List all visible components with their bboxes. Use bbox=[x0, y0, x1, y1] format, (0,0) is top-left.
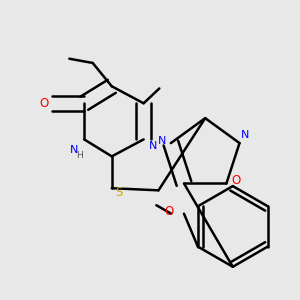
Text: O: O bbox=[39, 97, 49, 110]
Text: N: N bbox=[158, 136, 166, 146]
Text: O: O bbox=[164, 205, 174, 218]
Text: S: S bbox=[116, 186, 123, 199]
Text: N: N bbox=[69, 145, 78, 155]
Text: H: H bbox=[76, 151, 82, 160]
Text: O: O bbox=[231, 173, 240, 187]
Text: N: N bbox=[240, 130, 249, 140]
Text: N: N bbox=[149, 141, 157, 151]
